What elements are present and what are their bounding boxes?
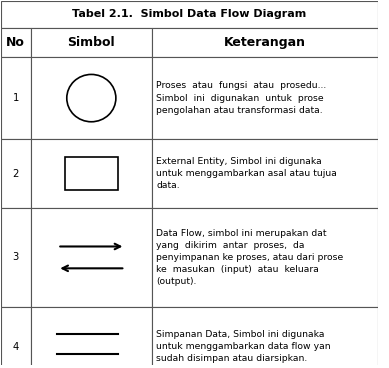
Text: 4: 4 xyxy=(13,342,19,351)
Bar xyxy=(152,208,378,307)
Bar xyxy=(152,28,378,57)
Bar xyxy=(1,57,31,139)
Bar xyxy=(152,307,378,368)
Text: 1: 1 xyxy=(12,93,19,103)
Bar xyxy=(65,157,118,190)
Text: External Entity, Simbol ini digunaka
untuk menggambarkan asal atau tujua
data.: External Entity, Simbol ini digunaka unt… xyxy=(156,157,337,190)
Text: Simbol: Simbol xyxy=(68,36,115,49)
Bar xyxy=(31,139,152,208)
Text: No: No xyxy=(6,36,25,49)
Bar xyxy=(31,208,152,307)
Text: Simpanan Data, Simbol ini digunaka
untuk menggambarkan data flow yan
sudah disim: Simpanan Data, Simbol ini digunaka untuk… xyxy=(156,330,331,363)
Text: 3: 3 xyxy=(13,252,19,262)
Bar xyxy=(1,28,31,57)
Bar xyxy=(31,28,152,57)
Text: Keterangan: Keterangan xyxy=(224,36,306,49)
Bar xyxy=(1,1,378,28)
Bar xyxy=(1,208,31,307)
Bar xyxy=(31,57,152,139)
Bar xyxy=(31,307,152,368)
Bar xyxy=(1,307,31,368)
Bar xyxy=(1,139,31,208)
Text: Tabel 2.1.  Simbol Data Flow Diagram: Tabel 2.1. Simbol Data Flow Diagram xyxy=(72,9,307,20)
Text: Data Flow, simbol ini merupakan dat
yang  dikirim  antar  proses,  da
penyimpana: Data Flow, simbol ini merupakan dat yang… xyxy=(156,229,343,286)
Text: 2: 2 xyxy=(12,169,19,178)
Bar xyxy=(152,57,378,139)
Text: Proses  atau  fungsi  atau  prosedu...
Simbol  ini  digunakan  untuk  prose
peng: Proses atau fungsi atau prosedu... Simbo… xyxy=(156,81,326,115)
Bar xyxy=(152,139,378,208)
